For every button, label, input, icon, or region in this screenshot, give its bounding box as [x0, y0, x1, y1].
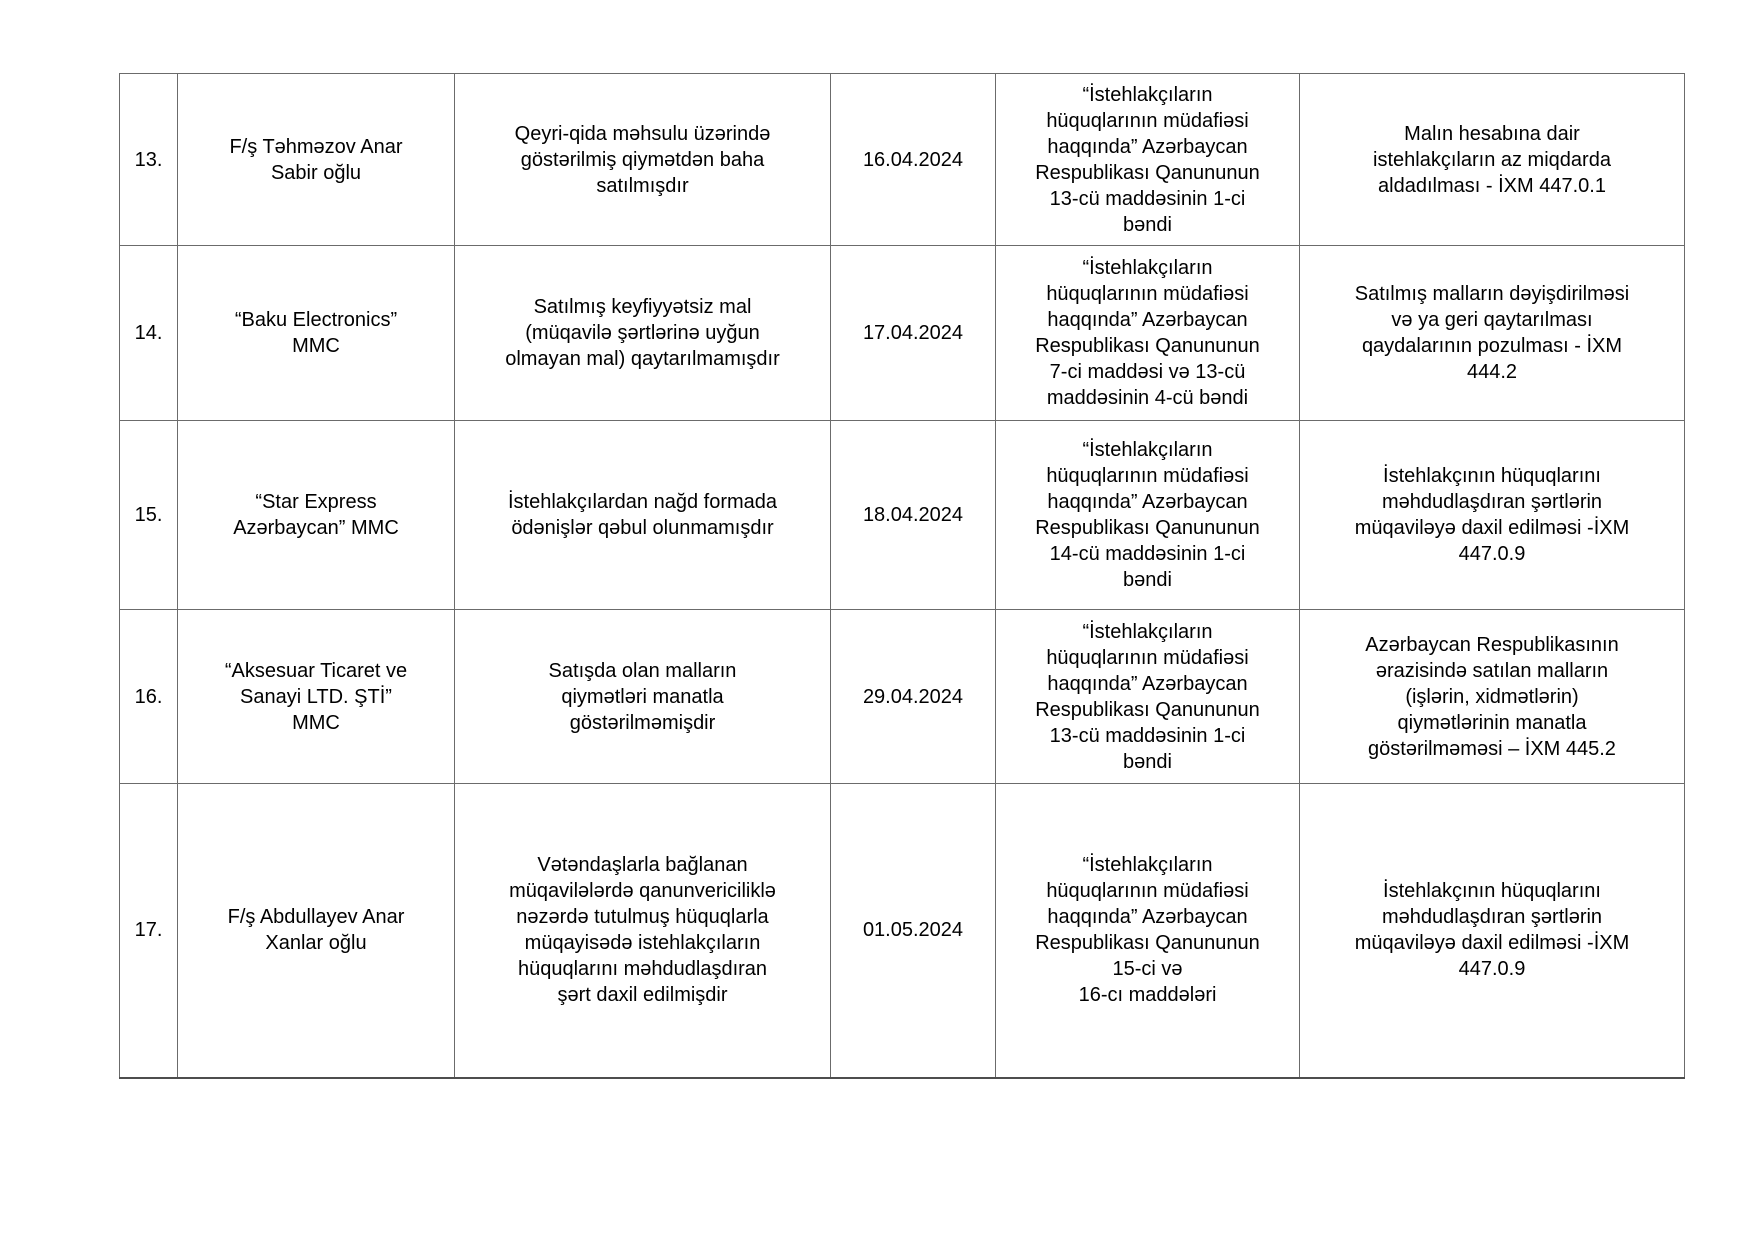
table-row: 15. “Star Express Azərbaycan” MMC İstehl… [119, 420, 1685, 610]
cell-entity-name: “Aksesuar Ticaret ve Sanayi LTD. ŞTİ” MM… [177, 609, 455, 784]
violations-table: 13. F/ş Təhməzov Anar Sabir oğlu Qeyri-q… [119, 73, 1685, 1079]
cell-legal-basis: “İstehlakçıların hüquqlarının müdafiəsi … [995, 420, 1300, 610]
cell-row-number: 17. [119, 783, 178, 1078]
cell-row-number: 14. [119, 245, 178, 421]
cell-date: 29.04.2024 [830, 609, 996, 784]
table-row: 17. F/ş Abdullayev Anar Xanlar oğlu Vətə… [119, 783, 1685, 1078]
cell-liability: Azərbaycan Respublikasının ərazisində sa… [1299, 609, 1685, 784]
cell-liability: İstehlakçının hüquqlarını məhdudlaşdıran… [1299, 420, 1685, 610]
cell-violation: Satışda olan malların qiymətləri manatla… [454, 609, 831, 784]
cell-legal-basis: “İstehlakçıların hüquqlarının müdafiəsi … [995, 245, 1300, 421]
cell-violation: İstehlakçılardan nağd formada ödənişlər … [454, 420, 831, 610]
cell-legal-basis: “İstehlakçıların hüquqlarının müdafiəsi … [995, 783, 1300, 1078]
table-row: 16. “Aksesuar Ticaret ve Sanayi LTD. ŞTİ… [119, 609, 1685, 784]
cell-violation: Vətəndaşlarla bağlanan müqavilələrdə qan… [454, 783, 831, 1078]
cell-violation: Qeyri-qida məhsulu üzərində göstərilmiş … [454, 73, 831, 246]
cell-row-number: 15. [119, 420, 178, 610]
cell-legal-basis: “İstehlakçıların hüquqlarının müdafiəsi … [995, 609, 1300, 784]
cell-date: 16.04.2024 [830, 73, 996, 246]
table-row: 14. “Baku Electronics” MMC Satılmış keyf… [119, 245, 1685, 421]
cell-liability: İstehlakçının hüquqlarını məhdudlaşdıran… [1299, 783, 1685, 1078]
table-row: 13. F/ş Təhməzov Anar Sabir oğlu Qeyri-q… [119, 73, 1685, 246]
cell-date: 17.04.2024 [830, 245, 996, 421]
cell-entity-name: F/ş Təhməzov Anar Sabir oğlu [177, 73, 455, 246]
cell-row-number: 16. [119, 609, 178, 784]
cell-entity-name: F/ş Abdullayev Anar Xanlar oğlu [177, 783, 455, 1078]
cell-violation: Satılmış keyfiyyətsiz mal (müqavilə şərt… [454, 245, 831, 421]
cell-date: 01.05.2024 [830, 783, 996, 1078]
cell-row-number: 13. [119, 73, 178, 246]
cell-liability: Satılmış malların dəyişdirilməsi və ya g… [1299, 245, 1685, 421]
cell-entity-name: “Baku Electronics” MMC [177, 245, 455, 421]
cell-legal-basis: “İstehlakçıların hüquqlarının müdafiəsi … [995, 73, 1300, 246]
cell-date: 18.04.2024 [830, 420, 996, 610]
cell-liability: Malın hesabına dair istehlakçıların az m… [1299, 73, 1685, 246]
cell-entity-name: “Star Express Azərbaycan” MMC [177, 420, 455, 610]
